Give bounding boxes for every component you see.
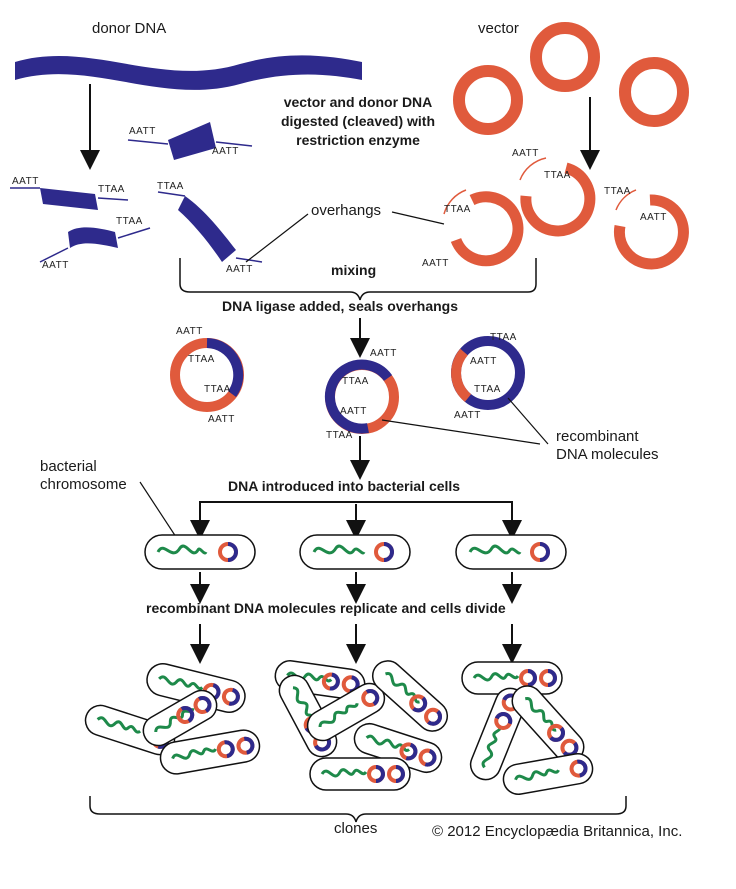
chromosome xyxy=(472,672,520,682)
cut-vector-3 xyxy=(613,189,689,270)
cut-vector-1 xyxy=(443,189,524,267)
clones-bracket xyxy=(89,796,627,823)
sticky-end-label: AATT xyxy=(454,410,481,421)
overhangs-pointer-right xyxy=(391,211,445,225)
sticky-end-label: TTAA xyxy=(474,384,501,395)
sticky-end-label: TTAA xyxy=(116,216,143,227)
clone-cell xyxy=(502,753,594,795)
clone-cell xyxy=(511,685,585,763)
clone-cell xyxy=(309,757,411,791)
chromosome xyxy=(481,724,502,769)
recombinant-pointer-2 xyxy=(507,397,549,445)
chromosome xyxy=(96,716,142,734)
digest-caption-line1: vector and donor DNA xyxy=(283,94,433,110)
sticky-end-label: AATT xyxy=(212,146,239,157)
sticky-end-label: TTAA xyxy=(444,204,471,215)
clone-group-middle xyxy=(274,660,449,791)
sticky-end-label: AATT xyxy=(512,148,539,159)
recombinant-ring-3 xyxy=(451,336,525,410)
sticky-end-label: AATT xyxy=(226,264,253,275)
sticky-end-label: TTAA xyxy=(326,430,353,441)
bacterial-cell-2 xyxy=(299,534,411,570)
ligase-label: DNA ligase added, seals overhangs xyxy=(222,298,459,314)
donor-fragment-2 xyxy=(39,227,151,263)
bacterial-cell-1 xyxy=(144,534,256,570)
mixing-label: mixing xyxy=(331,262,377,278)
chromosome-pointer xyxy=(139,481,179,541)
chromosome xyxy=(318,702,359,728)
clone-cell xyxy=(469,687,527,781)
sticky-end-label: AATT xyxy=(422,258,449,269)
clone-group-left xyxy=(84,663,261,775)
clone-cell xyxy=(353,722,443,774)
chromosome xyxy=(320,768,368,778)
overhangs-label: overhangs xyxy=(311,202,382,219)
bacterial-cell-3 xyxy=(455,534,567,570)
replicate-label: recombinant DNA molecules replicate and … xyxy=(146,600,506,616)
chromosome xyxy=(514,768,560,781)
recombinant-label-line2: DNA molecules xyxy=(556,446,659,463)
cut-vector-2 xyxy=(519,157,596,237)
sticky-end-label: TTAA xyxy=(544,170,571,181)
sticky-end-label: AATT xyxy=(12,176,39,187)
digest-caption-line3: restriction enzyme xyxy=(296,132,420,148)
clone-cell xyxy=(159,729,261,775)
mixing-bracket xyxy=(179,258,537,301)
sticky-end-label: TTAA xyxy=(342,376,369,387)
sticky-end-label: TTAA xyxy=(604,186,631,197)
bacterial-chromosome-label-line1: bacterial xyxy=(40,458,97,475)
recombinant-pointer-1 xyxy=(381,419,541,445)
donor-fragment-3 xyxy=(127,122,253,160)
sticky-end-label: AATT xyxy=(370,348,397,359)
overhangs-pointer-left xyxy=(245,213,309,263)
donor-fragment-1 xyxy=(10,187,129,210)
sticky-end-label: TTAA xyxy=(204,384,231,395)
recombinant-ring-1 xyxy=(170,338,244,412)
clones-label: clones xyxy=(334,820,378,837)
chromosome xyxy=(171,747,217,760)
sticky-end-label: AATT xyxy=(340,406,367,417)
sticky-end-label: AATT xyxy=(640,212,667,223)
sticky-end-label: TTAA xyxy=(157,181,184,192)
sticky-end-label: TTAA xyxy=(490,332,517,343)
sticky-end-label: TTAA xyxy=(188,354,215,365)
bacterial-chromosome-label-line2: chromosome xyxy=(40,476,127,493)
digest-caption-line2: digested (cleaved) with xyxy=(280,113,436,129)
recombinant-label-line1: recombinant xyxy=(556,428,639,445)
recombinant-ring-2 xyxy=(324,359,399,434)
sticky-end-label: AATT xyxy=(129,126,156,137)
vector-plasmid-3 xyxy=(619,57,689,127)
clone-cell xyxy=(371,660,449,732)
sticky-end-label: AATT xyxy=(42,260,69,271)
copyright-notice: © 2012 Encyclopædia Britannica, Inc. xyxy=(432,823,683,840)
sticky-end-label: AATT xyxy=(176,326,203,337)
clone-cell xyxy=(142,689,218,747)
donor-dna-strand xyxy=(15,55,362,90)
chromosome xyxy=(158,675,204,691)
sticky-end-label: AATT xyxy=(208,414,235,425)
clone-group-right xyxy=(461,661,594,795)
clone-cell xyxy=(461,661,563,695)
vector-plasmid-1 xyxy=(453,65,523,135)
clone-cell xyxy=(146,663,246,713)
donor-fragment-4 xyxy=(157,191,263,263)
sticky-end-label: AATT xyxy=(470,356,497,367)
vector-plasmid-2 xyxy=(530,22,600,92)
vector-label: vector xyxy=(478,20,519,37)
sticky-end-label: TTAA xyxy=(98,184,125,195)
introduction-label: DNA introduced into bacterial cells xyxy=(228,478,461,494)
donor-dna-label: donor DNA xyxy=(92,20,167,37)
